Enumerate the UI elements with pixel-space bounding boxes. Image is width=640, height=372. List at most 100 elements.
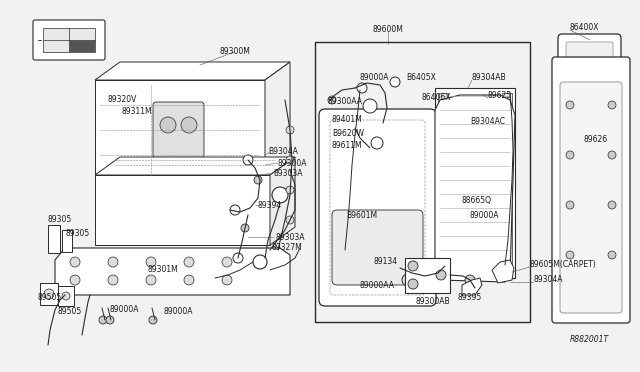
Circle shape [181,117,197,133]
Text: 89311M: 89311M [122,108,152,116]
Text: 89303A: 89303A [275,232,305,241]
Text: B6405X: B6405X [406,74,436,83]
Text: 89134: 89134 [373,257,397,266]
Text: 86406X: 86406X [422,93,451,103]
Bar [435,88,515,278]
Circle shape [62,292,70,300]
FancyBboxPatch shape [566,42,613,89]
Circle shape [402,274,414,286]
Text: 89300AA: 89300AA [328,97,363,106]
Circle shape [328,96,336,104]
Polygon shape [95,157,295,175]
Text: 89626: 89626 [583,135,607,144]
Text: 89320V: 89320V [108,96,138,105]
Circle shape [146,275,156,285]
Bar [405,258,450,293]
Text: 89300AB: 89300AB [415,298,450,307]
Bar [502,93,512,273]
Bar [438,93,448,273]
Circle shape [241,224,249,232]
Circle shape [70,257,80,267]
FancyBboxPatch shape [558,34,621,97]
Text: B9601M: B9601M [346,212,377,221]
Polygon shape [492,260,514,283]
Text: 89303A: 89303A [273,169,303,177]
Circle shape [286,216,294,224]
Circle shape [222,257,232,267]
Text: 89000A: 89000A [469,211,499,219]
FancyBboxPatch shape [332,210,423,285]
Text: 89625: 89625 [488,92,512,100]
Circle shape [99,316,107,324]
Bar [62,230,72,252]
Text: 89305: 89305 [48,215,72,224]
FancyBboxPatch shape [552,57,630,323]
Text: 88665Q: 88665Q [462,196,492,205]
Bar [58,286,74,306]
Circle shape [357,83,367,93]
Text: 89305: 89305 [66,228,90,237]
Text: B9304A: B9304A [268,148,298,157]
Circle shape [286,156,294,164]
Circle shape [566,151,574,159]
Bar [70,41,95,52]
Polygon shape [55,248,290,295]
Text: 89000AA: 89000AA [360,280,395,289]
Circle shape [408,261,418,271]
Circle shape [608,201,616,209]
Bar [315,42,530,322]
Circle shape [465,275,475,285]
Circle shape [146,257,156,267]
Circle shape [184,257,194,267]
Circle shape [222,275,232,285]
Text: 89301M: 89301M [148,266,179,275]
Polygon shape [95,80,265,180]
FancyBboxPatch shape [560,82,622,313]
Text: 89000A: 89000A [110,305,140,314]
Text: B9620W: B9620W [332,128,364,138]
Circle shape [608,251,616,259]
Text: 89300A: 89300A [278,158,307,167]
FancyBboxPatch shape [33,20,105,60]
Circle shape [149,316,157,324]
Text: 89304AB: 89304AB [472,74,507,83]
Circle shape [435,271,445,281]
Circle shape [230,205,240,215]
Circle shape [566,201,574,209]
Polygon shape [265,62,290,180]
Circle shape [184,275,194,285]
Polygon shape [270,157,295,245]
Text: 89394: 89394 [257,201,281,209]
Circle shape [106,316,114,324]
Circle shape [363,99,377,113]
Text: 89395: 89395 [457,294,481,302]
Text: 89605M(CARPET): 89605M(CARPET) [530,260,596,269]
Circle shape [436,270,446,280]
Text: 89505: 89505 [38,294,62,302]
FancyBboxPatch shape [319,109,436,306]
Circle shape [108,275,118,285]
Text: 89611M: 89611M [332,141,363,151]
Circle shape [44,289,54,299]
FancyBboxPatch shape [153,102,204,158]
Text: 89304A: 89304A [533,276,563,285]
Text: 89000A: 89000A [360,74,390,83]
Bar [43,28,95,52]
Circle shape [408,279,418,289]
Text: 89300M: 89300M [220,48,250,57]
Text: 89600M: 89600M [372,26,403,35]
Text: 86400X: 86400X [570,23,600,32]
Polygon shape [95,62,290,80]
Circle shape [286,186,294,194]
Bar [48,225,60,253]
Polygon shape [462,278,482,295]
Circle shape [566,251,574,259]
Text: 89000A: 89000A [163,308,193,317]
Circle shape [608,151,616,159]
Circle shape [420,278,430,288]
Circle shape [608,101,616,109]
Text: 89505: 89505 [57,307,81,315]
Circle shape [233,253,243,263]
Circle shape [70,275,80,285]
Circle shape [286,126,294,134]
